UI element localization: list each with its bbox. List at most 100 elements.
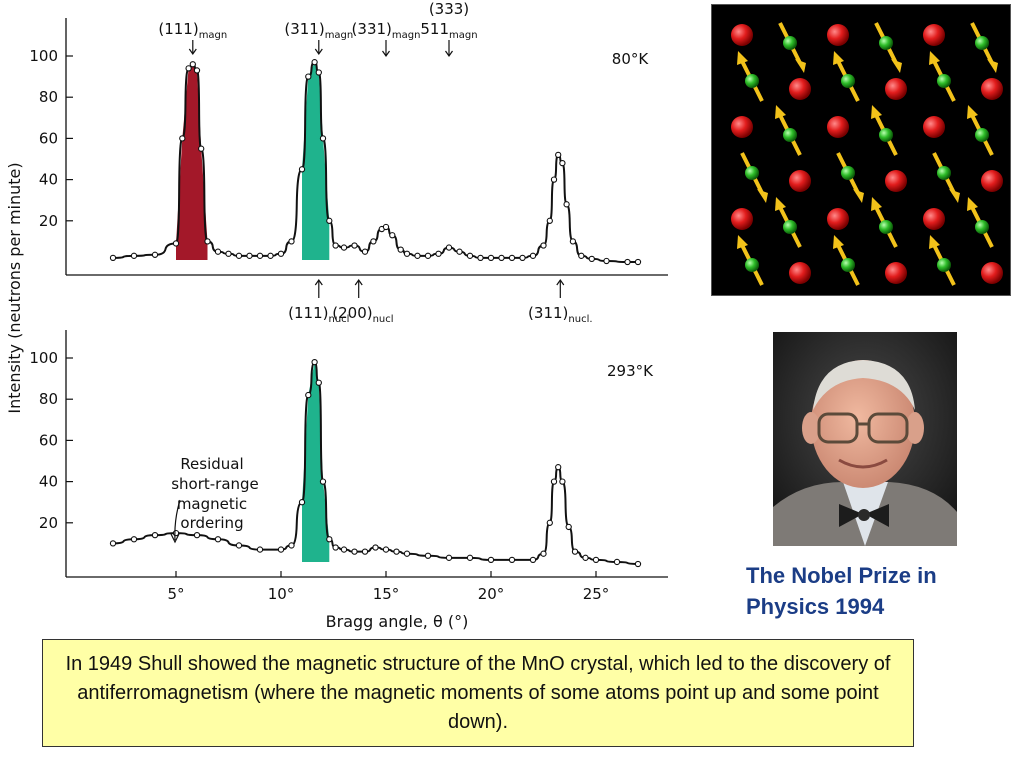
y-tick-label: 60 xyxy=(39,431,58,449)
data-point xyxy=(256,546,264,553)
manganese-atom xyxy=(975,220,989,234)
data-point xyxy=(298,499,306,506)
oxygen-atom xyxy=(885,78,907,100)
data-point xyxy=(351,548,358,555)
data-point xyxy=(559,478,566,485)
data-point xyxy=(435,250,442,257)
manganese-atom xyxy=(841,166,855,180)
peak-label-111-magn: (111)magn xyxy=(158,20,227,41)
data-point xyxy=(193,67,201,74)
oxygen-atom xyxy=(923,116,945,138)
y-tick-label: 80 xyxy=(39,390,58,408)
y-tick-label: 20 xyxy=(39,514,58,532)
data-point xyxy=(414,252,421,259)
data-point xyxy=(198,145,205,152)
data-point xyxy=(508,254,516,262)
data-point xyxy=(204,238,211,245)
data-point xyxy=(311,59,318,66)
y-tick-label: 100 xyxy=(29,47,58,65)
oxygen-atom xyxy=(885,262,907,284)
residual-label-line4: ordering xyxy=(180,514,243,532)
data-point xyxy=(305,73,312,80)
data-point xyxy=(546,519,553,526)
data-point xyxy=(305,391,312,399)
data-point xyxy=(340,244,348,251)
data-point xyxy=(634,258,642,266)
data-point xyxy=(256,252,264,259)
spin-arrow-head xyxy=(833,51,844,65)
oxygen-atom xyxy=(789,170,811,192)
data-point xyxy=(508,556,516,564)
data-point xyxy=(277,250,285,257)
y-tick-label: 100 xyxy=(29,349,58,367)
data-point xyxy=(277,546,285,553)
data-point xyxy=(565,523,572,531)
data-point xyxy=(466,554,474,561)
data-point xyxy=(361,548,369,555)
data-point xyxy=(109,254,117,262)
neutron-diffraction-chart: 20 40 60 80 100 80°K (111)magn (311)magn(331)ma… xyxy=(5,0,668,631)
y-tick-label: 40 xyxy=(39,473,58,491)
x-tick-label: 15° xyxy=(373,585,400,603)
peak-label-333: (333) xyxy=(429,0,469,18)
oxygen-atom xyxy=(827,208,849,230)
data-point xyxy=(466,252,474,259)
residual-label-line2: short-range xyxy=(171,475,259,493)
person-portrait-graphic xyxy=(773,332,957,546)
data-point xyxy=(540,550,547,557)
data-point xyxy=(540,242,547,249)
data-point xyxy=(382,546,390,553)
data-point xyxy=(315,379,322,386)
residual-arrow-head xyxy=(170,533,180,544)
spin-arrow-head xyxy=(775,197,786,211)
data-point xyxy=(389,232,396,239)
data-point xyxy=(311,358,318,366)
spin-arrow-head xyxy=(891,59,902,73)
data-point xyxy=(550,478,558,485)
residual-label-line3: magnetic xyxy=(177,495,247,513)
spin-arrow-head xyxy=(929,235,940,249)
oxygen-atom xyxy=(885,170,907,192)
data-point xyxy=(498,254,505,262)
crystal-lattice-graphic xyxy=(731,22,1003,286)
arrow-111-magn-head xyxy=(188,48,197,56)
data-point xyxy=(397,246,404,253)
oxygen-atom xyxy=(827,24,849,46)
data-point xyxy=(214,248,222,255)
shaded-peak xyxy=(176,64,208,261)
arrow-511-magn-head xyxy=(445,50,453,58)
data-point xyxy=(582,554,589,561)
data-point xyxy=(372,544,379,551)
manganese-atom xyxy=(841,258,855,272)
data-point xyxy=(613,558,621,566)
x-tick-label: 10° xyxy=(268,585,295,603)
data-point xyxy=(319,135,327,142)
manganese-atom xyxy=(745,258,759,272)
manganese-atom xyxy=(879,220,893,234)
data-point xyxy=(298,166,306,173)
peak-label-311-magn: (311)magn xyxy=(284,20,353,41)
data-point xyxy=(370,238,377,245)
manganese-atom xyxy=(879,128,893,142)
oxygen-atom xyxy=(981,170,1003,192)
manganese-atom xyxy=(841,74,855,88)
data-point xyxy=(172,240,180,247)
data-point xyxy=(563,201,570,208)
spin-arrow-head xyxy=(737,51,748,65)
residual-label-line1: Residual xyxy=(180,455,243,473)
temperature-label: 80°K xyxy=(612,50,650,68)
arrow-200-nucl-head xyxy=(354,278,363,286)
data-point xyxy=(172,529,180,537)
oxygen-atom xyxy=(789,78,811,100)
oxygen-atom xyxy=(923,24,945,46)
x-tick-label: 20° xyxy=(478,585,505,603)
manganese-atom xyxy=(937,74,951,88)
manganese-atom xyxy=(937,166,951,180)
data-point xyxy=(332,544,339,551)
data-point xyxy=(288,542,295,549)
oxygen-atom xyxy=(731,24,753,46)
data-point xyxy=(326,536,333,543)
data-point xyxy=(326,217,333,224)
manganese-atom xyxy=(745,166,759,180)
manganese-atom xyxy=(745,74,759,88)
